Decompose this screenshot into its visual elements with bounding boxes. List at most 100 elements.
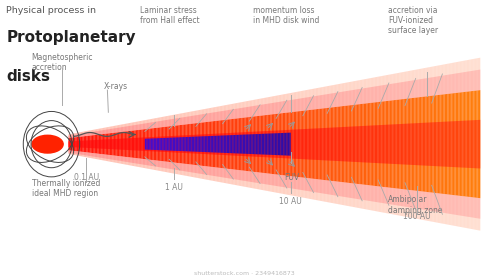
Polygon shape [278, 130, 279, 158]
Polygon shape [86, 140, 87, 148]
Polygon shape [335, 84, 337, 204]
Polygon shape [385, 187, 386, 204]
Polygon shape [229, 133, 230, 155]
Polygon shape [418, 123, 419, 165]
Text: momentum loss
in MHD disk wind: momentum loss in MHD disk wind [253, 6, 319, 25]
Polygon shape [129, 157, 130, 162]
Polygon shape [224, 135, 226, 153]
Polygon shape [308, 178, 309, 192]
Text: accretion via
FUV-ionized
surface layer: accretion via FUV-ionized surface layer [387, 6, 437, 35]
Polygon shape [179, 118, 181, 125]
Polygon shape [457, 92, 459, 196]
Polygon shape [115, 139, 116, 150]
Polygon shape [199, 134, 200, 154]
Polygon shape [81, 141, 82, 148]
Polygon shape [147, 139, 149, 150]
Polygon shape [72, 133, 74, 155]
Polygon shape [160, 117, 162, 171]
Polygon shape [448, 122, 449, 167]
Polygon shape [205, 166, 207, 175]
Polygon shape [438, 65, 440, 223]
Polygon shape [267, 104, 268, 115]
Polygon shape [209, 108, 211, 181]
Polygon shape [287, 133, 288, 156]
Polygon shape [146, 129, 148, 160]
Polygon shape [389, 84, 390, 101]
Polygon shape [240, 132, 241, 156]
Polygon shape [440, 65, 441, 223]
Polygon shape [459, 73, 460, 92]
Polygon shape [272, 174, 274, 186]
Polygon shape [356, 89, 357, 104]
Polygon shape [401, 99, 403, 189]
Polygon shape [164, 162, 165, 168]
Polygon shape [83, 152, 85, 155]
Polygon shape [159, 127, 160, 161]
Polygon shape [170, 162, 171, 169]
Polygon shape [126, 126, 127, 131]
Polygon shape [149, 137, 150, 151]
Polygon shape [214, 134, 215, 155]
Polygon shape [449, 63, 450, 225]
Polygon shape [335, 127, 337, 161]
Polygon shape [115, 132, 116, 156]
Polygon shape [185, 135, 186, 153]
Polygon shape [401, 189, 403, 206]
Polygon shape [299, 91, 300, 197]
Polygon shape [428, 192, 430, 211]
Polygon shape [335, 107, 337, 182]
Polygon shape [296, 177, 297, 189]
Polygon shape [278, 95, 279, 193]
Polygon shape [362, 104, 363, 185]
Polygon shape [137, 158, 138, 164]
Polygon shape [275, 102, 277, 114]
Polygon shape [112, 129, 114, 133]
Polygon shape [423, 68, 425, 220]
Polygon shape [245, 132, 246, 156]
Polygon shape [307, 178, 308, 191]
Polygon shape [281, 94, 282, 194]
Polygon shape [257, 134, 258, 154]
Polygon shape [162, 127, 163, 161]
Polygon shape [187, 116, 189, 124]
Polygon shape [71, 141, 72, 147]
Polygon shape [475, 90, 477, 198]
Polygon shape [246, 107, 248, 117]
Polygon shape [156, 160, 158, 167]
Polygon shape [281, 130, 282, 158]
Polygon shape [478, 120, 479, 169]
Polygon shape [370, 185, 371, 201]
Polygon shape [282, 133, 283, 155]
Polygon shape [462, 196, 463, 216]
Polygon shape [401, 124, 403, 164]
Polygon shape [127, 126, 129, 131]
Polygon shape [419, 123, 421, 165]
Polygon shape [146, 123, 148, 129]
Polygon shape [423, 97, 425, 192]
Polygon shape [218, 120, 219, 168]
Polygon shape [126, 131, 127, 157]
Polygon shape [130, 131, 131, 158]
Polygon shape [140, 130, 141, 159]
Polygon shape [85, 131, 86, 157]
Polygon shape [290, 112, 292, 176]
Polygon shape [122, 132, 123, 157]
Polygon shape [289, 100, 290, 112]
Polygon shape [204, 134, 205, 154]
Polygon shape [164, 127, 165, 162]
Polygon shape [209, 122, 211, 167]
Polygon shape [290, 93, 292, 196]
Polygon shape [403, 82, 404, 99]
Polygon shape [444, 94, 445, 194]
Polygon shape [352, 90, 353, 105]
Polygon shape [438, 122, 440, 166]
Polygon shape [118, 156, 119, 161]
Polygon shape [93, 153, 94, 157]
Polygon shape [321, 180, 322, 193]
Polygon shape [409, 81, 411, 98]
Polygon shape [349, 183, 350, 198]
Polygon shape [326, 86, 327, 202]
Polygon shape [275, 174, 277, 186]
Polygon shape [450, 74, 452, 94]
Polygon shape [212, 134, 214, 155]
